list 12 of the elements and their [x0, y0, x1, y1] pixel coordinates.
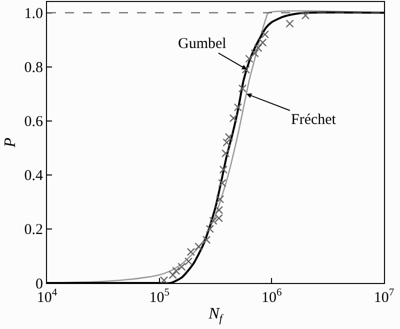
y-tick-label: 0.6	[24, 114, 44, 130]
y-axis-title: P	[2, 137, 20, 148]
x-tick-label: 10$^{5}$	[149, 288, 170, 306]
annotation: Fréchet	[291, 112, 337, 128]
y-tick-label: 0.2	[24, 222, 43, 238]
x-tick-label: 10$^{6}$	[262, 288, 282, 306]
annotation: Gumbel	[178, 36, 226, 52]
y-tick-label: 0.4	[24, 168, 44, 184]
x-axis-title: N$_{f}$	[208, 306, 224, 326]
x-tick-label: 10$^{7}$	[374, 288, 394, 306]
y-tick-label: 1.0	[24, 6, 43, 22]
y-tick-label: 0.8	[24, 60, 43, 76]
